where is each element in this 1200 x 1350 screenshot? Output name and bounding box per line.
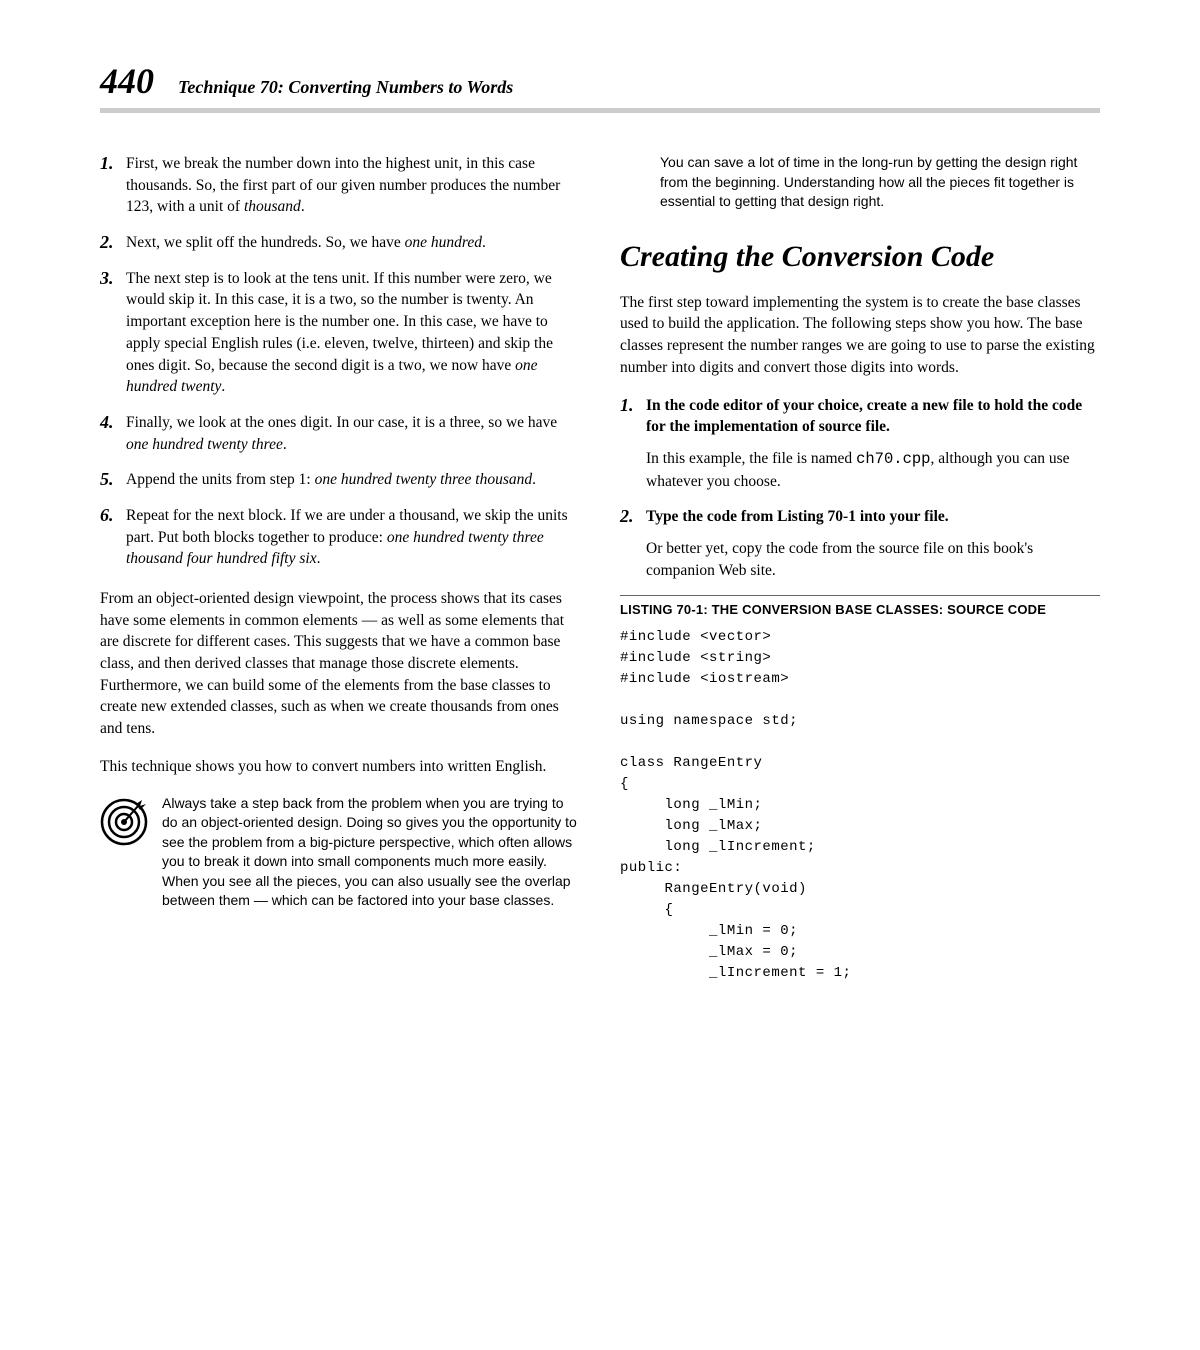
page-header: 440 Technique 70: Converting Numbers to … — [100, 60, 1100, 113]
step-number: 2. — [100, 232, 126, 254]
step-number: 6. — [100, 505, 126, 570]
step-text-bold: In the code editor of your choice, creat… — [646, 395, 1100, 438]
content-columns: 1. First, we break the number down into … — [100, 153, 1100, 984]
step-text: Repeat for the next block. If we are und… — [126, 505, 580, 570]
list-item: 1. In the code editor of your choice, cr… — [620, 395, 1100, 493]
header-title: Technique 70: Converting Numbers to Word… — [178, 77, 513, 98]
step-number: 5. — [100, 469, 126, 491]
left-steps-list: 1. First, we break the number down into … — [100, 153, 580, 570]
step-text: First, we break the number down into the… — [126, 153, 580, 218]
list-item: 5. Append the units from step 1: one hun… — [100, 469, 580, 491]
left-column: 1. First, we break the number down into … — [100, 153, 580, 984]
step-number: 2. — [620, 506, 646, 581]
body-paragraph: From an object-oriented design viewpoint… — [100, 588, 580, 740]
step-text: Next, we split off the hundreds. So, we … — [126, 232, 486, 254]
tip-text: Always take a step back from the problem… — [162, 794, 580, 912]
step-text: Append the units from step 1: one hundre… — [126, 469, 536, 491]
right-steps-list: 1. In the code editor of your choice, cr… — [620, 395, 1100, 582]
page-number: 440 — [100, 60, 154, 102]
list-item: 4. Finally, we look at the ones digit. I… — [100, 412, 580, 455]
list-item: 6. Repeat for the next block. If we are … — [100, 505, 580, 570]
list-item: 1. First, we break the number down into … — [100, 153, 580, 218]
list-item: 2. Type the code from Listing 70-1 into … — [620, 506, 1100, 581]
body-paragraph: The first step toward implementing the s… — [620, 292, 1100, 379]
target-icon — [100, 798, 148, 846]
body-paragraph: This technique shows you how to convert … — [100, 756, 580, 778]
section-heading: Creating the Conversion Code — [620, 240, 1100, 274]
right-column: You can save a lot of time in the long-r… — [620, 153, 1100, 984]
step-text: The next step is to look at the tens uni… — [126, 268, 580, 398]
tip-callout: Always take a step back from the problem… — [100, 794, 580, 912]
listing-caption: Listing 70-1: The Conversion Base Classe… — [620, 595, 1100, 617]
tip-text-continued: You can save a lot of time in the long-r… — [660, 153, 1100, 212]
step-note: Or better yet, copy the code from the so… — [646, 538, 1100, 581]
step-text-bold: Type the code from Listing 70-1 into you… — [646, 506, 1100, 528]
step-number: 4. — [100, 412, 126, 455]
step-note: In this example, the file is named ch70.… — [646, 448, 1100, 492]
step-text: Finally, we look at the ones digit. In o… — [126, 412, 580, 455]
listing-number: Listing 70-1 — [620, 602, 703, 617]
step-number: 3. — [100, 268, 126, 398]
list-item: 2. Next, we split off the hundreds. So, … — [100, 232, 580, 254]
code-listing: #include <vector> #include <string> #inc… — [620, 627, 1100, 984]
step-number: 1. — [100, 153, 126, 218]
list-item: 3. The next step is to look at the tens … — [100, 268, 580, 398]
step-number: 1. — [620, 395, 646, 493]
listing-title: : The Conversion Base Classes: Source Co… — [703, 602, 1046, 617]
